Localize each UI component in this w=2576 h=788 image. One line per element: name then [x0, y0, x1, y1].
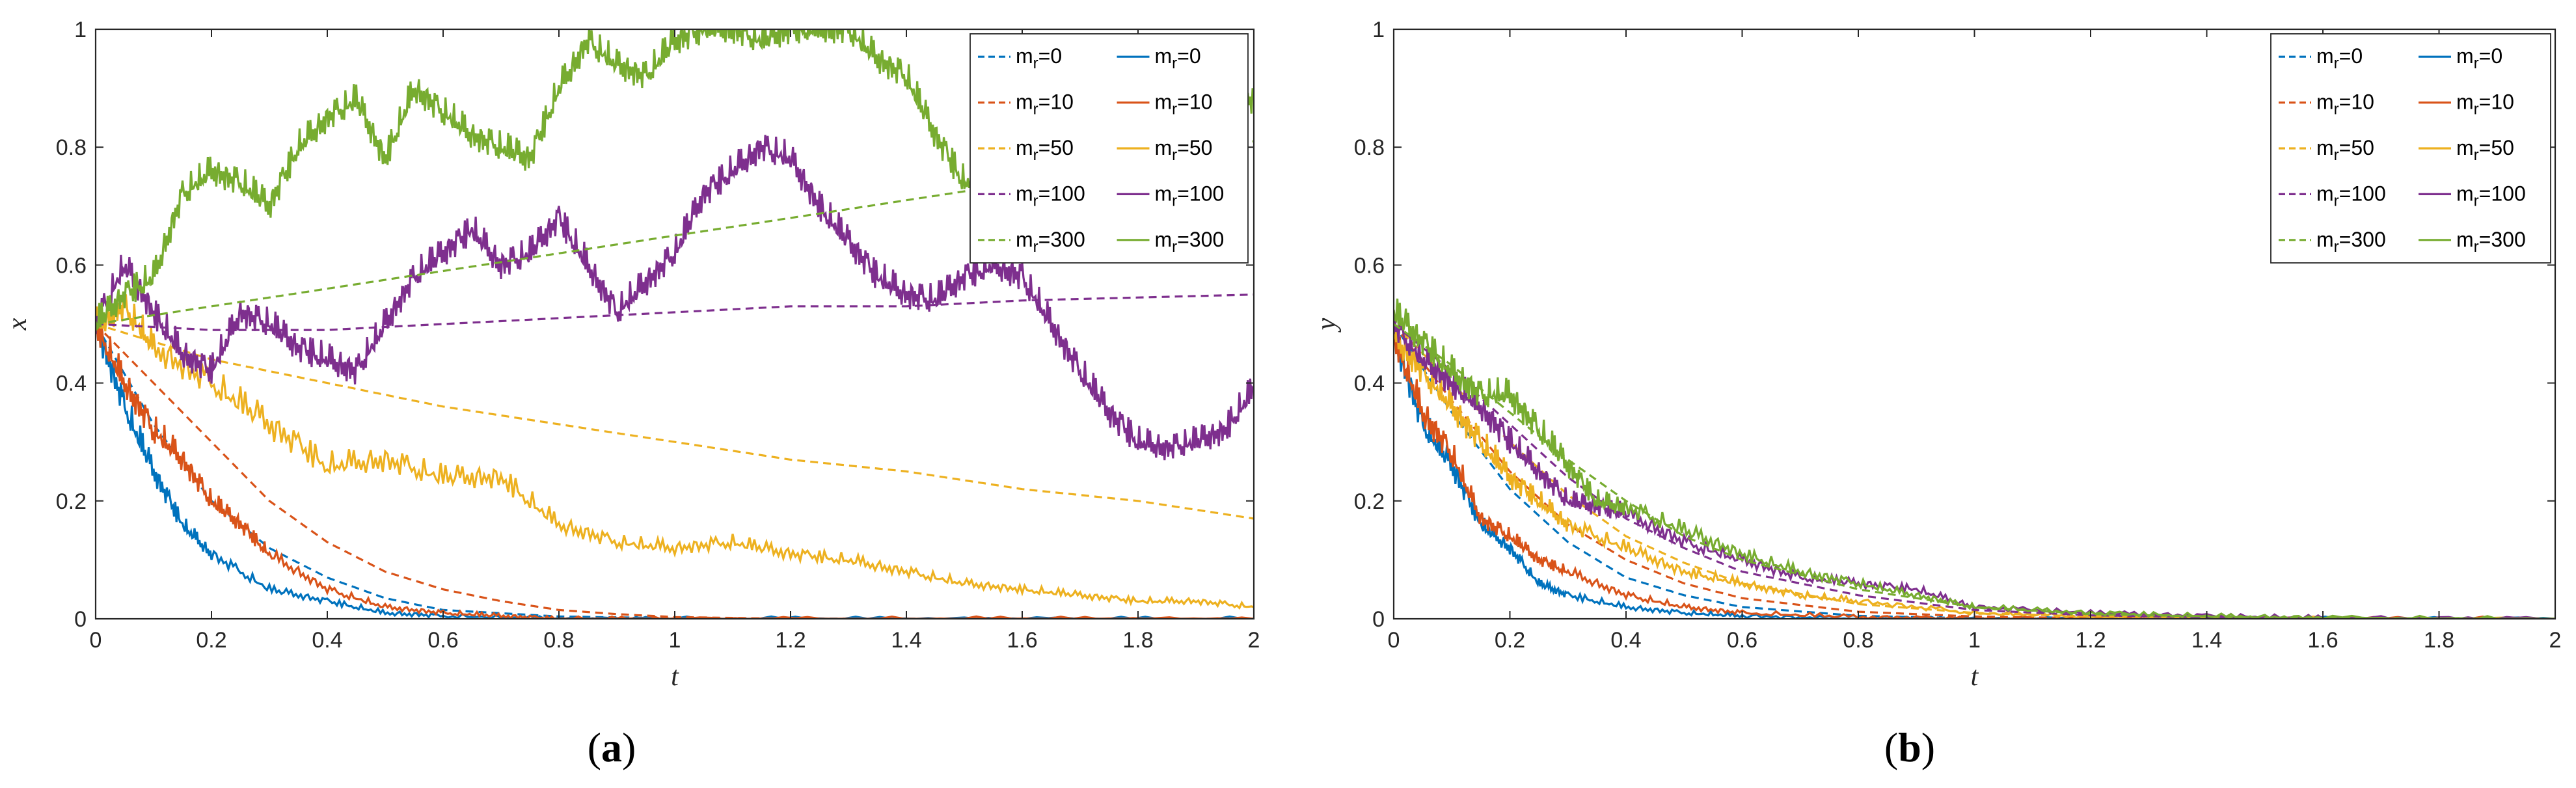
- panel-label: (b): [1884, 724, 1935, 770]
- panel-label: (a): [588, 724, 636, 770]
- series-line-m_r-100-solid: [1394, 318, 2555, 619]
- legend-label: mr=10: [1016, 90, 1074, 118]
- x-tick-label: 0.6: [1727, 628, 1757, 653]
- series-line-m_r-100-dashed: [96, 293, 1254, 331]
- y-tick-label: 0.8: [56, 135, 87, 160]
- x-tick-label: 0.4: [312, 628, 342, 653]
- x-tick-label: 0.2: [196, 628, 226, 653]
- y-tick-label: 0: [1372, 607, 1385, 632]
- x-tick-label: 1.8: [2424, 628, 2454, 653]
- x-axis-label: t: [1971, 662, 1979, 692]
- x-tick-label: 0.4: [1610, 628, 1641, 653]
- x-tick-label: 2: [1248, 628, 1260, 653]
- y-tick-label: 0.2: [1354, 489, 1385, 514]
- series-line-m_r-100-solid: [96, 135, 1254, 461]
- legend-label: mr=100: [2316, 182, 2386, 210]
- legend-label: mr=300: [1016, 228, 1085, 256]
- y-tick-label: 0.6: [1354, 253, 1385, 278]
- series-line-m_r-10-solid: [1394, 330, 2555, 619]
- legend-label: mr=50: [2316, 136, 2374, 164]
- x-tick-label: 2: [2549, 628, 2562, 653]
- legend: mr=0 mr=0 mr=10 mr=10 mr=50 mr=50 mr=100 mr=100…: [2270, 33, 2551, 264]
- x-tick-label: 1.8: [1122, 628, 1153, 653]
- y-tick-label: 0.2: [56, 489, 87, 514]
- series-line-m_r-10-solid: [96, 316, 1254, 619]
- x-tick-label: 1.2: [2075, 628, 2106, 653]
- y-tick-label: 0.4: [1354, 372, 1385, 396]
- legend-label: mr=300: [2456, 228, 2526, 256]
- x-tick-label: 0.2: [1495, 628, 1525, 653]
- series-line-m_r-0-solid: [96, 313, 1254, 619]
- x-tick-label: 0.8: [543, 628, 574, 653]
- legend-label: mr=300: [2316, 228, 2386, 256]
- y-tick-label: 1: [1372, 18, 1385, 42]
- legend-label: mr=10: [1155, 90, 1213, 118]
- legend-label: mr=0: [1155, 44, 1201, 72]
- legend-box: [2270, 33, 2551, 264]
- legend-label: mr=0: [2316, 44, 2363, 72]
- series-line-m_r-50-solid: [96, 294, 1254, 610]
- legend-label: mr=50: [1155, 136, 1213, 164]
- x-tick-label: 1: [669, 628, 681, 653]
- x-tick-label: 0.8: [1843, 628, 1873, 653]
- y-axis-label: x: [3, 318, 33, 331]
- x-tick-label: 1: [1968, 628, 1981, 653]
- x-tick-label: 1.4: [2191, 628, 2222, 653]
- series-line-m_r-50-dashed: [96, 323, 1254, 520]
- series-line-m_r-100-dashed: [1394, 323, 2555, 619]
- legend: mr=0 mr=0 mr=10 mr=10 mr=50 mr=50 mr=100 mr=100…: [969, 33, 1249, 264]
- panel-a: 0 0.2 0.4 0.6 0.8 1 1.2 1.4 1.6 1.8 2 0 0.2 0.4 0.6 0.8…: [3, 18, 1260, 770]
- x-tick-label: 0: [90, 628, 102, 653]
- legend-box: [969, 33, 1249, 264]
- series-line-m_r-0-solid: [1394, 325, 2555, 619]
- x-tick-label: 0: [1388, 628, 1400, 653]
- legend-label: mr=0: [2456, 44, 2502, 72]
- x-tick-label: 0.6: [427, 628, 458, 653]
- x-tick-label: 1.6: [1007, 628, 1037, 653]
- y-tick-label: 0.8: [1354, 135, 1385, 160]
- legend-label: mr=10: [2316, 90, 2374, 118]
- legend-label: mr=100: [1155, 182, 1225, 210]
- y-tick-label: 0.6: [56, 253, 87, 278]
- legend-label: mr=100: [2456, 182, 2526, 210]
- legend-label: mr=100: [1016, 182, 1085, 210]
- x-tick-label: 1.4: [891, 628, 921, 653]
- y-tick-label: 1: [74, 18, 87, 42]
- series-line-m_r-0-dashed: [1394, 323, 2555, 619]
- legend-label: mr=300: [1155, 228, 1225, 256]
- legend-label: mr=0: [1016, 44, 1062, 72]
- y-tick-label: 0.4: [56, 372, 87, 396]
- series-line-m_r-50-solid: [1394, 320, 2555, 619]
- x-axis-label: t: [671, 662, 679, 692]
- y-tick-label: 0: [74, 607, 87, 632]
- legend-label: mr=10: [2456, 90, 2514, 118]
- y-axis-label: y: [1312, 318, 1342, 333]
- x-tick-label: 1.2: [775, 628, 806, 653]
- x-tick-label: 1.6: [2307, 628, 2338, 653]
- legend-label: mr=50: [1016, 136, 1074, 164]
- legend-label: mr=50: [2456, 136, 2514, 164]
- panel-b: 0 0.2 0.4 0.6 0.8 1 1.2 1.4 1.6 1.8 2 0 0.2 0.4 0.6 0.8…: [1312, 18, 2561, 770]
